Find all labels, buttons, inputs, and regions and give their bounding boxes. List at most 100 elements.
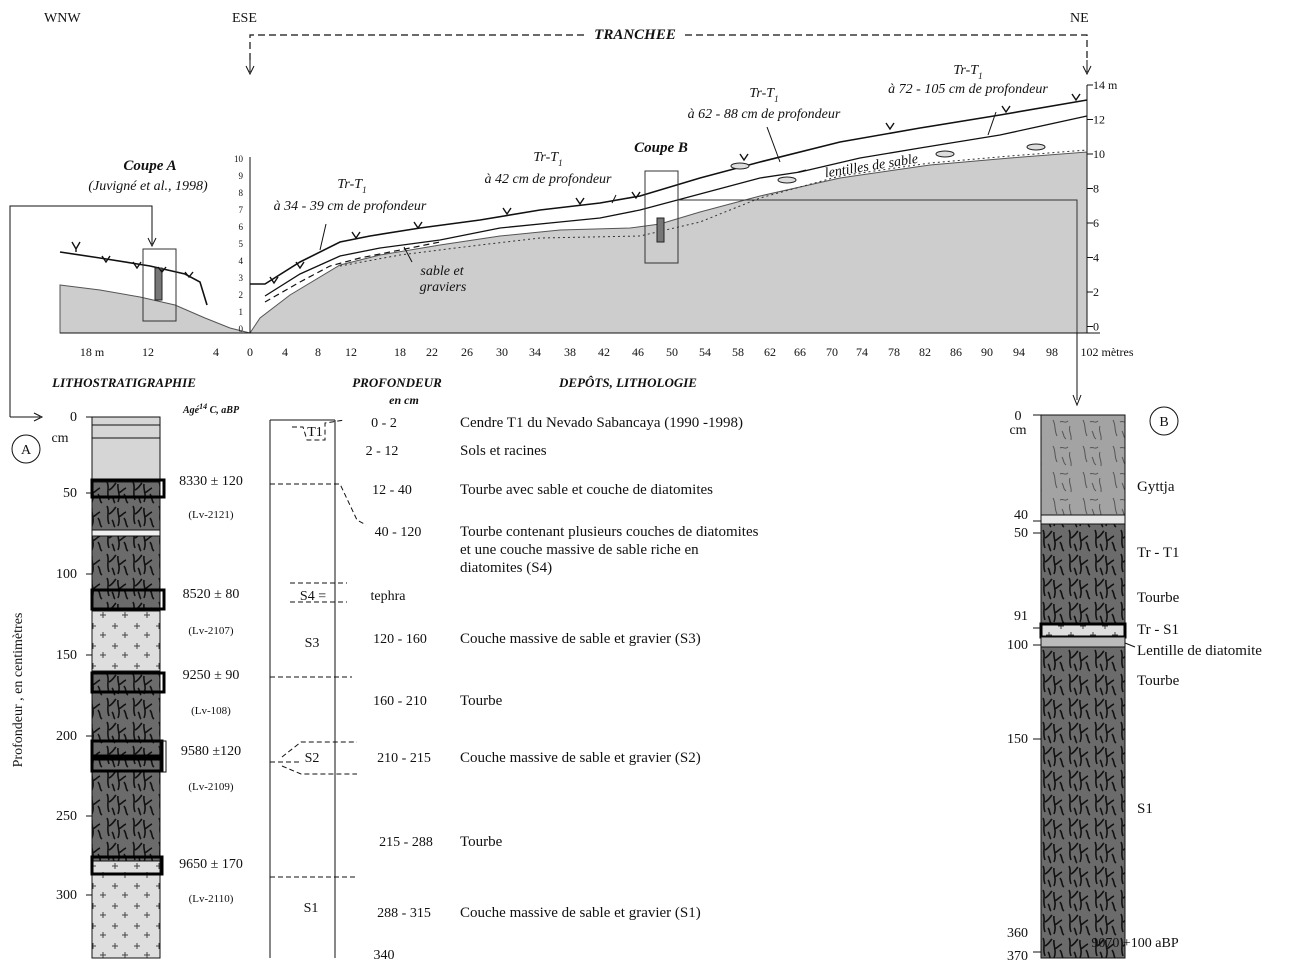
- left-axis-tick: 8: [239, 188, 244, 198]
- lithology-description: Tourbe: [460, 834, 503, 850]
- trench-inner-box: [678, 199, 1078, 333]
- coupe-a-ref: (Juvigné et al., 1998): [88, 179, 208, 194]
- x-axis-tick: 22: [426, 345, 438, 359]
- left-axis-tick: 5: [239, 239, 244, 249]
- col-b-ticks: [1033, 414, 1041, 953]
- tr-t1-label: Tr-T1: [953, 63, 982, 81]
- col-a-peat-3: [91, 670, 161, 862]
- x-axis-tick: 18: [394, 345, 406, 359]
- lab-code: (Lv-2109): [188, 781, 234, 793]
- x-axis-tick: 4: [213, 345, 219, 359]
- col-b-depth-tick: 100: [1007, 638, 1028, 653]
- right-axis-tick: 0: [1093, 320, 1099, 334]
- lithology-description: Sols et racines: [460, 443, 547, 459]
- depth-range: 160 - 210: [373, 694, 427, 709]
- label-pointer: [403, 246, 413, 263]
- x-axis-tick: 50: [666, 345, 678, 359]
- col-b-depth-tick: 50: [1014, 526, 1028, 541]
- x-axis-tick: 18 m: [80, 345, 105, 359]
- label-pointer: [987, 111, 997, 136]
- dated-sample-boxes: [90, 478, 166, 876]
- x-axis-tick: 38: [564, 345, 576, 359]
- label-pointer: [319, 223, 327, 251]
- lithology-description: diatomites (S4): [460, 560, 552, 576]
- header-depots: DEPÔTS, LITHOLOGIE: [558, 375, 697, 390]
- tr-t1-label: Tr-T1: [533, 150, 562, 168]
- x-axis-tick: 54: [699, 345, 711, 359]
- direction-ese: ESE: [232, 11, 257, 26]
- surface-line-a: [59, 251, 208, 306]
- col-a-light: [91, 416, 161, 483]
- header-prof: PROFONDEUR: [352, 375, 442, 390]
- unit-label: S4 =: [300, 589, 326, 604]
- sand-gravel-label: sable et: [420, 264, 464, 279]
- marker-a: A: [21, 443, 32, 458]
- x-axis-tick: 66: [794, 345, 806, 359]
- x-axis-tick: 82: [919, 345, 931, 359]
- sand-gravel-label: graviers: [420, 280, 467, 295]
- left-axis-tick: 0: [239, 324, 244, 334]
- lithology-description: et une couche massive de sable riche en: [460, 542, 699, 558]
- col-a-ticks: [86, 416, 92, 896]
- tephra-line: [264, 171, 801, 297]
- x-axis-tick: 34: [529, 345, 541, 359]
- surface-line-trench: [250, 99, 1088, 285]
- col-b-depth-tick: 91: [1014, 609, 1028, 624]
- trench-ground: [249, 151, 1088, 334]
- x-axis-tick: 42: [598, 345, 610, 359]
- col-a-depth-tick: 250: [56, 809, 77, 824]
- tranchee-arrow-right: [1082, 60, 1092, 76]
- lithology-description: Couche massive de sable et gravier (S2): [460, 750, 701, 766]
- marker-b-circle: [1149, 406, 1179, 436]
- depth-range: 210 - 215: [377, 751, 431, 766]
- column-b: [1033, 333, 1179, 959]
- col-a-sand-s1: [91, 860, 161, 959]
- radiocarbon-age: 8330 ± 120: [179, 474, 243, 489]
- tranchee-bracket: [249, 34, 1088, 60]
- depth-range: 120 - 160: [373, 632, 427, 647]
- vegetation-marks: [71, 93, 1081, 285]
- left-axis-tick: 3: [239, 273, 244, 283]
- sand-lens: [730, 162, 750, 170]
- col-a-peat-2: [91, 535, 161, 612]
- col-b-date: 9070 +100 aBP: [1091, 936, 1178, 951]
- x-axis-tick: 90: [981, 345, 993, 359]
- radiocarbon-age: 9580 ±120: [181, 744, 241, 759]
- x-axis-tick: 94: [1013, 345, 1025, 359]
- left-axis-tick: 7: [239, 205, 244, 215]
- col-b-unit-label: Tr - S1: [1137, 622, 1179, 638]
- left-axis-tick: 1: [239, 307, 244, 317]
- header-age: Agé14 C, aBP: [182, 402, 240, 417]
- x-axis-tick: 58: [732, 345, 744, 359]
- col-a-depth-tick: cm: [51, 431, 68, 446]
- x-axis-tick: 46: [632, 345, 644, 359]
- direction-wnw: WNW: [44, 11, 81, 26]
- header-prof-unit: en cm: [389, 393, 419, 407]
- x-axis-tick: 62: [764, 345, 776, 359]
- lithology-description: Couche massive de sable et gravier (S1): [460, 905, 701, 921]
- depth-range: 0 - 2: [371, 416, 397, 431]
- lab-code: (Lv-108): [191, 705, 231, 717]
- left-axis-tick: 9: [239, 171, 244, 181]
- col-a-sand-s3: [91, 610, 161, 672]
- lithology-description: Couche massive de sable et gravier (S3): [460, 631, 701, 647]
- col-b-gyttja: [1040, 414, 1126, 516]
- right-axis-tick: 10: [1093, 147, 1105, 161]
- col-b-diatom: [1040, 636, 1126, 648]
- lithology-description: Tourbe avec sable et couche de diatomite…: [460, 482, 713, 498]
- coupe-a-link-arrow: [9, 205, 153, 417]
- label-pointer: [797, 169, 807, 173]
- col-a-peat-1: [91, 481, 161, 533]
- right-axis-tick: 6: [1093, 216, 1099, 230]
- tr-t1-depth: à 42 cm de profondeur: [484, 172, 612, 187]
- col-b-depth-tick: 150: [1007, 732, 1028, 747]
- coupe-b-link-arrow: [1072, 333, 1082, 407]
- header-litho: LITHOSTRATIGRAPHIE: [51, 375, 196, 390]
- col-b-unit-label: Tr - T1: [1137, 545, 1180, 561]
- left-axis-tick: 6: [239, 222, 244, 232]
- col-a-diatom: [91, 529, 161, 537]
- col-b-unit-label: Lentille de diatomite: [1137, 643, 1262, 659]
- unit-label: T1: [307, 425, 323, 440]
- coupe-b-title: Coupe B: [634, 140, 688, 156]
